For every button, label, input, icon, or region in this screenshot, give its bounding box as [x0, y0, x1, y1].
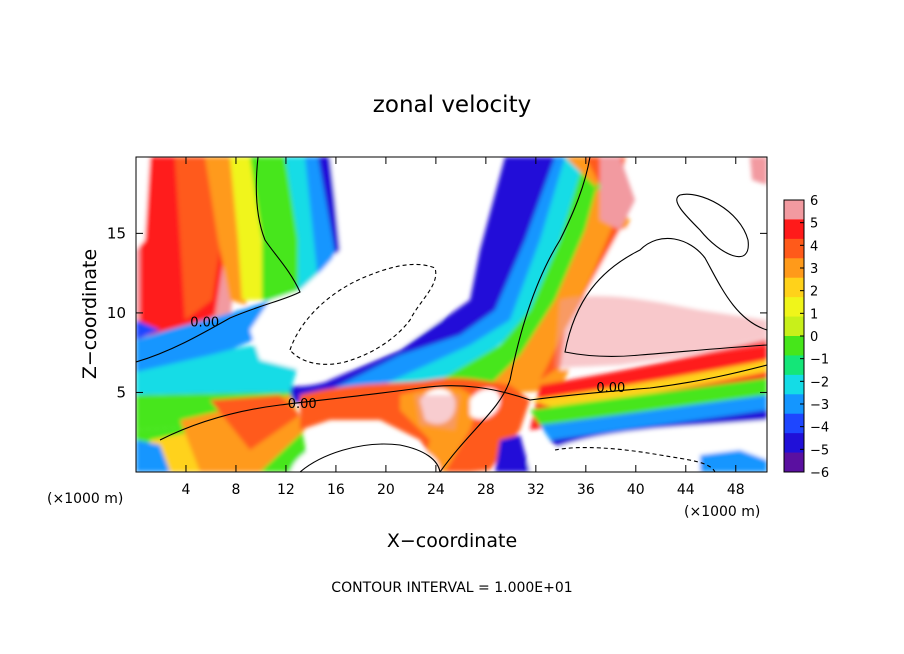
colorbar-swatch [784, 316, 804, 337]
y-tick-label: 10 [107, 304, 126, 322]
colorbar-swatch [784, 200, 804, 220]
colorbar-tick-label: 3 [810, 262, 818, 277]
colorbar: 6 5 4 3 2 1 0 −1 −2 −3 −4 −5 −6 [783, 194, 829, 481]
x-tick-label: 36 [577, 482, 595, 498]
colorbar-tick-label: −5 [810, 443, 829, 458]
chart-title: zonal velocity [373, 92, 531, 118]
colorbar-swatch [784, 433, 804, 453]
colorbar-swatch [784, 355, 804, 376]
x-tick-label: 20 [377, 482, 395, 498]
x-tick-label: 16 [327, 482, 345, 498]
y-tick-label: 15 [107, 224, 126, 242]
x-tick-label: 40 [627, 482, 645, 498]
x-tick-label: 12 [277, 482, 295, 498]
colorbar-tick-label: −4 [810, 421, 829, 436]
colorbar-tick-label: 0 [810, 330, 818, 345]
x-tick-label: 8 [231, 482, 240, 498]
plot-frame [135, 156, 768, 473]
velocity-field [136, 157, 767, 472]
contour-label: 0.00 [288, 397, 317, 412]
y-axis-label: Z−coordinate [79, 249, 101, 379]
contour-interval-note: CONTOUR INTERVAL = 1.000E+01 [331, 580, 572, 596]
contour-lines [136, 157, 767, 472]
x-unit-right: (×1000 m) [684, 504, 760, 520]
colorbar-swatch [784, 219, 804, 240]
colorbar-swatch [784, 394, 804, 415]
x-axis: 4 8 12 16 20 24 28 32 36 40 44 48 [182, 157, 745, 498]
contour-label: 0.00 [596, 381, 625, 396]
x-unit-left: (×1000 m) [47, 491, 123, 507]
x-tick-label: 4 [182, 482, 191, 498]
y-axis: 5 10 15 [107, 224, 767, 401]
x-tick-label: 32 [527, 482, 545, 498]
colorbar-swatch [784, 374, 804, 395]
colorbar-swatch [784, 258, 804, 279]
colorbar-tick-label: 2 [810, 285, 818, 300]
colorbar-tick-label: 4 [810, 239, 818, 254]
x-tick-label: 24 [427, 482, 445, 498]
colorbar-tick-label: 1 [810, 307, 818, 322]
colorbar-swatch [784, 277, 804, 298]
colorbar-swatch [784, 238, 804, 259]
contour-label-layer: 0.00 0.00 0.00 [190, 316, 625, 412]
x-tick-label: 48 [727, 482, 745, 498]
colorbar-tick-label: −3 [810, 398, 829, 413]
colorbar-swatch [784, 336, 804, 356]
plot-area: 0.00 0.00 0.00 [135, 156, 768, 473]
colorbar-tick-label: −2 [810, 375, 829, 390]
x-tick-label: 28 [477, 482, 495, 498]
x-axis-label: X−coordinate [387, 530, 517, 552]
colorbar-swatch [784, 297, 804, 317]
colorbar-swatch [784, 413, 804, 434]
colorbar-tick-label: 5 [810, 217, 818, 232]
colorbar-tick-label: 6 [810, 194, 818, 209]
colorbar-tick-label: −6 [810, 466, 829, 481]
contour-label: 0.00 [190, 316, 219, 331]
colorbar-tick-label: −1 [810, 353, 829, 368]
colorbar-swatch [784, 452, 804, 473]
y-tick-label: 5 [116, 383, 126, 401]
x-tick-label: 44 [677, 482, 695, 498]
